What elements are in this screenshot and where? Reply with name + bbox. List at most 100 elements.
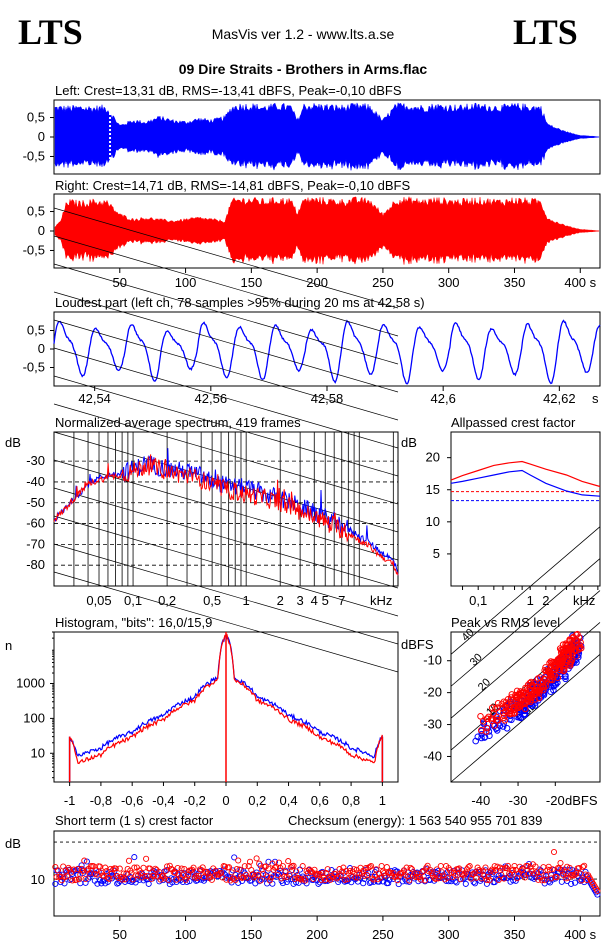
histogram-xtick-label: -0,2 [184,793,206,808]
short-term-left-point [594,891,601,898]
short-term-right-point [366,863,373,870]
allpassed-crest-title: Allpassed crest factor [451,415,576,430]
short-term-left-point [104,878,111,885]
loudest-part-xtick-label: 42,54 [78,391,111,406]
peak-rms-right-point [526,686,534,693]
crest-line [450,558,601,687]
peak-rms-right-point [498,700,506,708]
short-term-right-point [387,869,394,877]
short-term-right-point [310,875,317,882]
short-term-right-point [274,871,281,879]
short-term-right-point [475,867,483,874]
waveform-left-ytick-label: 0 [38,129,45,144]
short-term-right-point [486,877,493,884]
short-term-left-point [231,854,238,861]
waveform-left-area [54,101,600,173]
short-term-right-point [416,873,423,880]
short-term-right-point [424,862,431,869]
short-term-right-point [323,870,330,877]
peak-rms-right-point [542,682,550,690]
short-term-right-point [243,871,250,878]
short-term-crest-title: Short term (1 s) crest factor [55,813,214,828]
short-term-right-point [93,867,100,874]
short-term-right-point [537,868,544,875]
short-term-right-point [557,859,564,867]
short-term-right-point [452,872,459,879]
short-term-right-point [302,877,309,884]
short-term-right-point [407,864,414,871]
short-term-right-point [120,870,127,877]
short-term-right-point [110,866,117,873]
short-term-right-point [137,870,144,877]
loudest-part-xtick-label: 42,62 [543,391,576,406]
short-term-right-point [140,864,147,871]
short-term-right-point [465,864,472,871]
peak-rms-right-point [500,712,508,720]
short-term-right-point [199,864,206,871]
peak-rms-right-point [485,713,492,721]
short-term-right-point [116,865,123,872]
short-term-right-point [383,864,390,871]
short-term-right-point [406,877,413,884]
peak-rms-right-point [541,667,549,674]
spectrum-ytick-label: -70 [26,536,45,551]
short-term-right-point [337,872,344,879]
histogram-xtick-label: 0 [222,793,229,808]
spectrum-slope-line [53,403,399,505]
short-term-right-point [539,877,546,884]
short-term-right-point [190,864,197,871]
histogram-panel: Histogram, "bits": 16,0/15,9 n 100010010… [5,615,399,808]
short-term-right-point [439,869,446,876]
short-term-right-point [418,876,425,883]
short-term-right-point [54,867,61,874]
short-term-left-point [133,875,140,883]
short-term-left-point [568,880,575,887]
short-term-right-point [561,869,568,876]
peak-rms-right-point [550,666,558,673]
spectrum-x-unit: kHz [370,593,392,608]
peak-rms-left-point [562,673,569,681]
histogram-xtick-label: 0,6 [311,793,329,808]
short-term-right-point [431,874,438,882]
peak-rms-ytick-label: -10 [423,653,442,668]
short-term-right-point [183,874,190,881]
peak-rms-right-point [531,686,538,693]
short-term-left-point [410,869,417,876]
peak-rms-right-point [567,659,574,666]
allpassed-right-line [450,460,601,488]
spectrum-slope-line [53,291,399,393]
waveform-right-xtick-label: 100 [175,275,197,290]
short-term-right-point [74,865,81,873]
loudest-part-ytick-label: 0,5 [27,323,45,338]
short-term-right-point [482,864,489,871]
spectrum-ytick-label: -30 [26,453,45,468]
loudest-part-xtick-label: 42,58 [311,391,344,406]
short-term-right-point [65,864,72,871]
allpassed-ytick-label: 10 [426,514,440,529]
short-term-left-point [260,867,267,874]
peak-rms-right-point [501,717,509,724]
short-term-right-point [433,866,440,873]
histogram-ytick-label: 10 [31,745,45,760]
peak-rms-right-point [488,704,496,712]
short-term-left-point [462,880,469,887]
short-term-right-point [79,867,86,875]
short-term-right-point [403,864,410,871]
peak-vs-rms-frame [450,631,601,783]
short-term-right-point [532,863,539,870]
peak-rms-right-point [504,696,512,703]
waveform-left-envelope [54,102,600,171]
spectrum-ytick-label: -80 [26,557,45,572]
short-term-left-point [344,877,351,884]
short-term-right-point [312,870,319,877]
spectrum-xtick-label: 4 [311,593,318,608]
spectrum-xtick-label: 3 [297,593,304,608]
peak-rms-right-point [573,652,580,660]
logo-left: LTS [18,12,83,52]
short-term-left-point [552,875,559,882]
short-term-left-point [571,879,579,886]
spectrum-title: Normalized average spectrum, 419 frames [55,415,301,430]
peak-rms-left-point [516,714,523,721]
loudest-part-panel: Loudest part (left ch, 78 samples >95% d… [23,295,601,406]
allpassed-crest-y-label: dB [401,435,417,450]
